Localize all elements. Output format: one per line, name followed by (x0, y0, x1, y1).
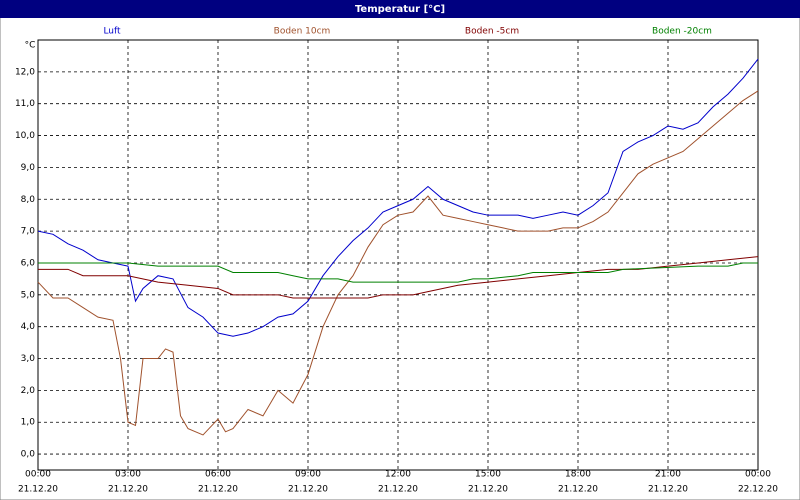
y-tick-label: 2,0 (21, 386, 36, 396)
x-tick-label: 00:00 (745, 470, 771, 480)
x-tick-label: 15:00 (475, 470, 501, 480)
x-tick-date: 21.12.20 (468, 485, 508, 495)
series-line (38, 256, 759, 299)
x-tick-date: 21.12.20 (558, 485, 598, 495)
y-tick-label: 12,0 (15, 67, 35, 77)
y-tick-label: 8,0 (21, 195, 36, 205)
x-tick-date: 21.12.20 (108, 485, 148, 495)
legend-entry: Boden -5cm (465, 27, 519, 37)
y-tick-label: 0,0 (21, 450, 36, 460)
legend-entry: Boden -20cm (652, 27, 712, 37)
x-tick-label: 09:00 (295, 470, 321, 480)
x-tick-label: 00:00 (25, 470, 51, 480)
x-tick-date: 22.12.20 (738, 485, 778, 495)
x-tick-date: 21.12.20 (198, 485, 238, 495)
x-tick-label: 12:00 (385, 470, 411, 480)
y-tick-label: 10,0 (15, 131, 35, 141)
x-tick-date: 21.12.20 (18, 485, 58, 495)
x-tick-date: 21.12.20 (378, 485, 418, 495)
legend-entry: Boden 10cm (274, 27, 331, 37)
x-tick-label: 03:00 (115, 470, 141, 480)
legend-entry: Luft (103, 27, 121, 37)
series-line (38, 262, 758, 283)
y-tick-label: 5,0 (21, 290, 36, 300)
series-line (37, 58, 759, 337)
y-unit: °C (25, 41, 36, 51)
series-line (37, 90, 759, 436)
y-tick-label: 3,0 (21, 354, 36, 364)
x-tick-date: 21.12.20 (288, 485, 328, 495)
y-tick-label: 6,0 (21, 258, 36, 268)
x-tick-label: 21:00 (655, 470, 681, 480)
title-bar (0, 0, 800, 18)
y-tick-label: 11,0 (15, 99, 35, 109)
chart-title: Temperatur [°C] (355, 4, 445, 15)
y-tick-label: 1,0 (21, 418, 36, 428)
x-tick-label: 18:00 (565, 470, 591, 480)
y-tick-label: 4,0 (21, 322, 36, 332)
y-tick-label: 9,0 (21, 163, 36, 173)
x-tick-label: 06:00 (205, 470, 231, 480)
y-tick-label: 7,0 (21, 227, 36, 237)
x-tick-date: 21.12.20 (648, 485, 688, 495)
